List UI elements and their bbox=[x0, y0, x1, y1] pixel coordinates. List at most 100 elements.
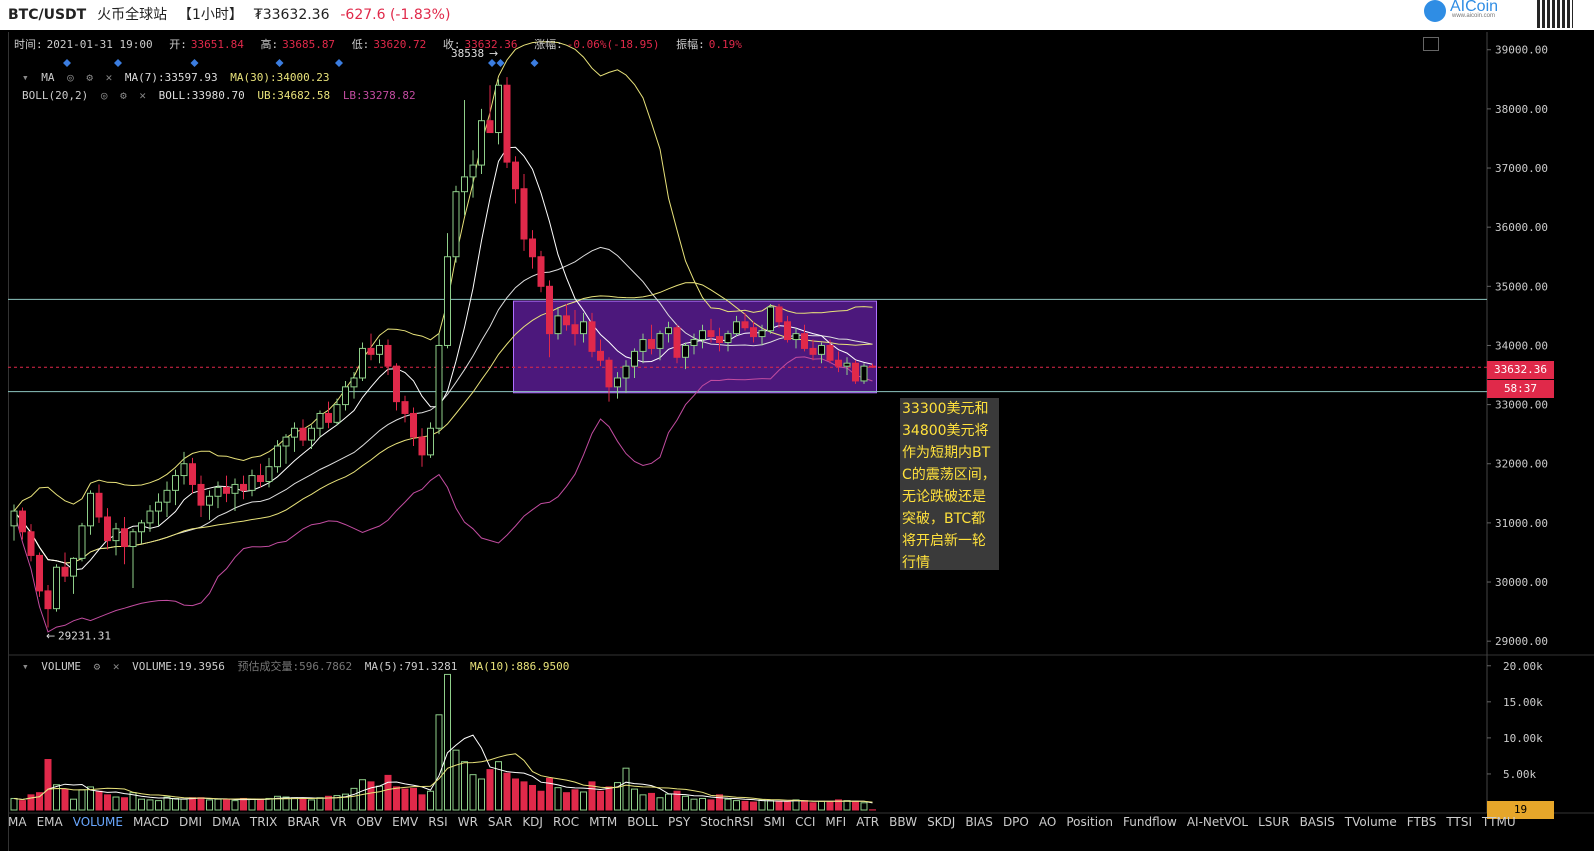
tab-volume[interactable]: VOLUME bbox=[72, 815, 123, 829]
aicoin-logo[interactable]: AICoin www.aicoin.com bbox=[1424, 0, 1514, 22]
tab-stochrsi[interactable]: StochRSI bbox=[700, 815, 754, 829]
tab-kdj[interactable]: KDJ bbox=[522, 815, 543, 829]
settings-icon[interactable]: ⚙ bbox=[86, 71, 93, 84]
candle-body bbox=[869, 365, 876, 368]
tab-vr[interactable]: VR bbox=[329, 815, 347, 829]
volume-value: VOLUME:19.3956 bbox=[132, 660, 225, 673]
volume-estimate: 预估成交量:596.7862 bbox=[237, 660, 353, 673]
tab-dmi[interactable]: DMI bbox=[178, 815, 203, 829]
volume-bar bbox=[495, 761, 502, 811]
candle-body bbox=[393, 365, 400, 403]
tab-rsi[interactable]: RSI bbox=[428, 815, 448, 829]
tab-ai-netvol[interactable]: AI-NetVOL bbox=[1186, 815, 1249, 829]
candle-body bbox=[223, 486, 230, 494]
volume-bar bbox=[70, 798, 77, 811]
current-volume-tag: 19 bbox=[1487, 801, 1554, 819]
tab-brar[interactable]: BRAR bbox=[287, 815, 320, 829]
tab-ftbs[interactable]: FTBS bbox=[1406, 815, 1437, 829]
boll-ub-value: UB:34682.58 bbox=[257, 89, 331, 102]
tab-ema[interactable]: EMA bbox=[36, 815, 63, 829]
tab-boll[interactable]: BOLL bbox=[627, 815, 659, 829]
tab-roc[interactable]: ROC bbox=[552, 815, 580, 829]
annotation-note[interactable]: 33300美元和34800美元将作为短期内BTC的震荡区间，无论跌破还是突破，B… bbox=[900, 398, 999, 571]
open-value: 33651.84 bbox=[190, 38, 244, 51]
close-icon[interactable]: ✕ bbox=[139, 89, 146, 102]
tab-bbw[interactable]: BBW bbox=[889, 815, 918, 829]
tab-tvolume[interactable]: TVolume bbox=[1344, 815, 1397, 829]
tab-atr[interactable]: ATR bbox=[856, 815, 880, 829]
candle-body bbox=[461, 176, 468, 193]
eye-icon[interactable]: ◎ bbox=[67, 71, 74, 84]
menu-icon[interactable] bbox=[1423, 37, 1439, 51]
volume-bar bbox=[138, 798, 145, 811]
candle-body bbox=[401, 401, 409, 414]
tab-smi[interactable]: SMI bbox=[763, 815, 786, 829]
tab-psy[interactable]: PSY bbox=[668, 815, 691, 829]
boll-lb-value: LB:33278.82 bbox=[342, 89, 416, 102]
tab-mtm[interactable]: MTM bbox=[589, 815, 618, 829]
close-icon[interactable]: ✕ bbox=[112, 660, 120, 673]
collapse-icon[interactable]: ▾ bbox=[22, 71, 29, 84]
tab-obv[interactable]: OBV bbox=[356, 815, 383, 829]
candle-body bbox=[512, 161, 519, 190]
tab-fundflow[interactable]: Fundflow bbox=[1123, 815, 1177, 829]
volume-bar bbox=[801, 800, 808, 811]
volume-bar bbox=[104, 794, 111, 811]
settings-icon[interactable]: ⚙ bbox=[93, 660, 101, 673]
candle-body bbox=[860, 365, 868, 382]
candlestick-chart[interactable]: 29000.00 30000.00 31000.00 32000.00 33000.00… bbox=[8, 32, 1594, 851]
settings-icon[interactable]: ⚙ bbox=[120, 89, 127, 102]
tab-ttmu[interactable]: TTMU bbox=[1482, 815, 1516, 829]
collapse-icon[interactable]: ▾ bbox=[22, 660, 29, 673]
volume-bar bbox=[733, 800, 740, 811]
high-marker-arrow: → bbox=[489, 47, 498, 60]
tab-mfi[interactable]: MFI bbox=[825, 815, 847, 829]
candle-body bbox=[231, 483, 239, 494]
tab-trix[interactable]: TRIX bbox=[249, 815, 278, 829]
tab-dma[interactable]: DMA bbox=[212, 815, 240, 829]
volume-bar bbox=[818, 800, 825, 811]
tab-ma[interactable]: MA bbox=[8, 815, 27, 829]
candle-body bbox=[495, 84, 502, 134]
tab-ttsi[interactable]: TTSI bbox=[1446, 815, 1473, 829]
candle-body bbox=[367, 347, 375, 355]
tab-bias[interactable]: BIAS bbox=[965, 815, 993, 829]
tab-skdj[interactable]: SKDJ bbox=[927, 815, 956, 829]
candle-body bbox=[197, 483, 205, 506]
tab-emv[interactable]: EMV bbox=[392, 815, 419, 829]
close-icon[interactable]: ✕ bbox=[105, 71, 113, 84]
candle-body bbox=[818, 344, 825, 355]
candle-body bbox=[333, 404, 341, 423]
tab-lsur[interactable]: LSUR bbox=[1258, 815, 1290, 829]
range-box bbox=[513, 300, 877, 394]
volume-bar bbox=[291, 797, 298, 811]
exchange-label: 火币全球站 bbox=[97, 7, 168, 23]
logo-subtext: www.aicoin.com bbox=[1452, 13, 1496, 19]
candle-body bbox=[486, 120, 494, 134]
volume-bar bbox=[95, 790, 103, 811]
tab-basis[interactable]: BASIS bbox=[1299, 815, 1335, 829]
volume-bar bbox=[486, 769, 494, 811]
candle-body bbox=[648, 339, 655, 349]
candle-body bbox=[563, 315, 570, 326]
tab-position[interactable]: Position bbox=[1066, 815, 1114, 829]
tab-cci[interactable]: CCI bbox=[795, 815, 816, 829]
interval-label[interactable]: 【1小时】 bbox=[177, 7, 243, 23]
volume-bar bbox=[36, 792, 43, 811]
tab-ao[interactable]: AO bbox=[1038, 815, 1057, 829]
candle-body bbox=[767, 306, 774, 332]
amplitude-value: 0.19% bbox=[708, 38, 742, 51]
tab-wr[interactable]: WR bbox=[457, 815, 478, 829]
indicator-tabs: MA EMA VOLUME MACD DMI DMA TRIX BRAR VR OBV EMV RSI… bbox=[8, 815, 1516, 835]
volume-bar bbox=[809, 802, 817, 811]
tab-macd[interactable]: MACD bbox=[132, 815, 169, 829]
volume-bar bbox=[461, 761, 468, 811]
volume-bar bbox=[614, 782, 621, 811]
tab-sar[interactable]: SAR bbox=[487, 815, 513, 829]
volume-bar bbox=[826, 801, 834, 811]
volume-bar bbox=[860, 802, 868, 811]
tab-dpo[interactable]: DPO bbox=[1002, 815, 1029, 829]
chart-frame bbox=[8, 32, 1594, 851]
eye-icon[interactable]: ◎ bbox=[100, 89, 108, 102]
volume-bar bbox=[146, 799, 154, 811]
